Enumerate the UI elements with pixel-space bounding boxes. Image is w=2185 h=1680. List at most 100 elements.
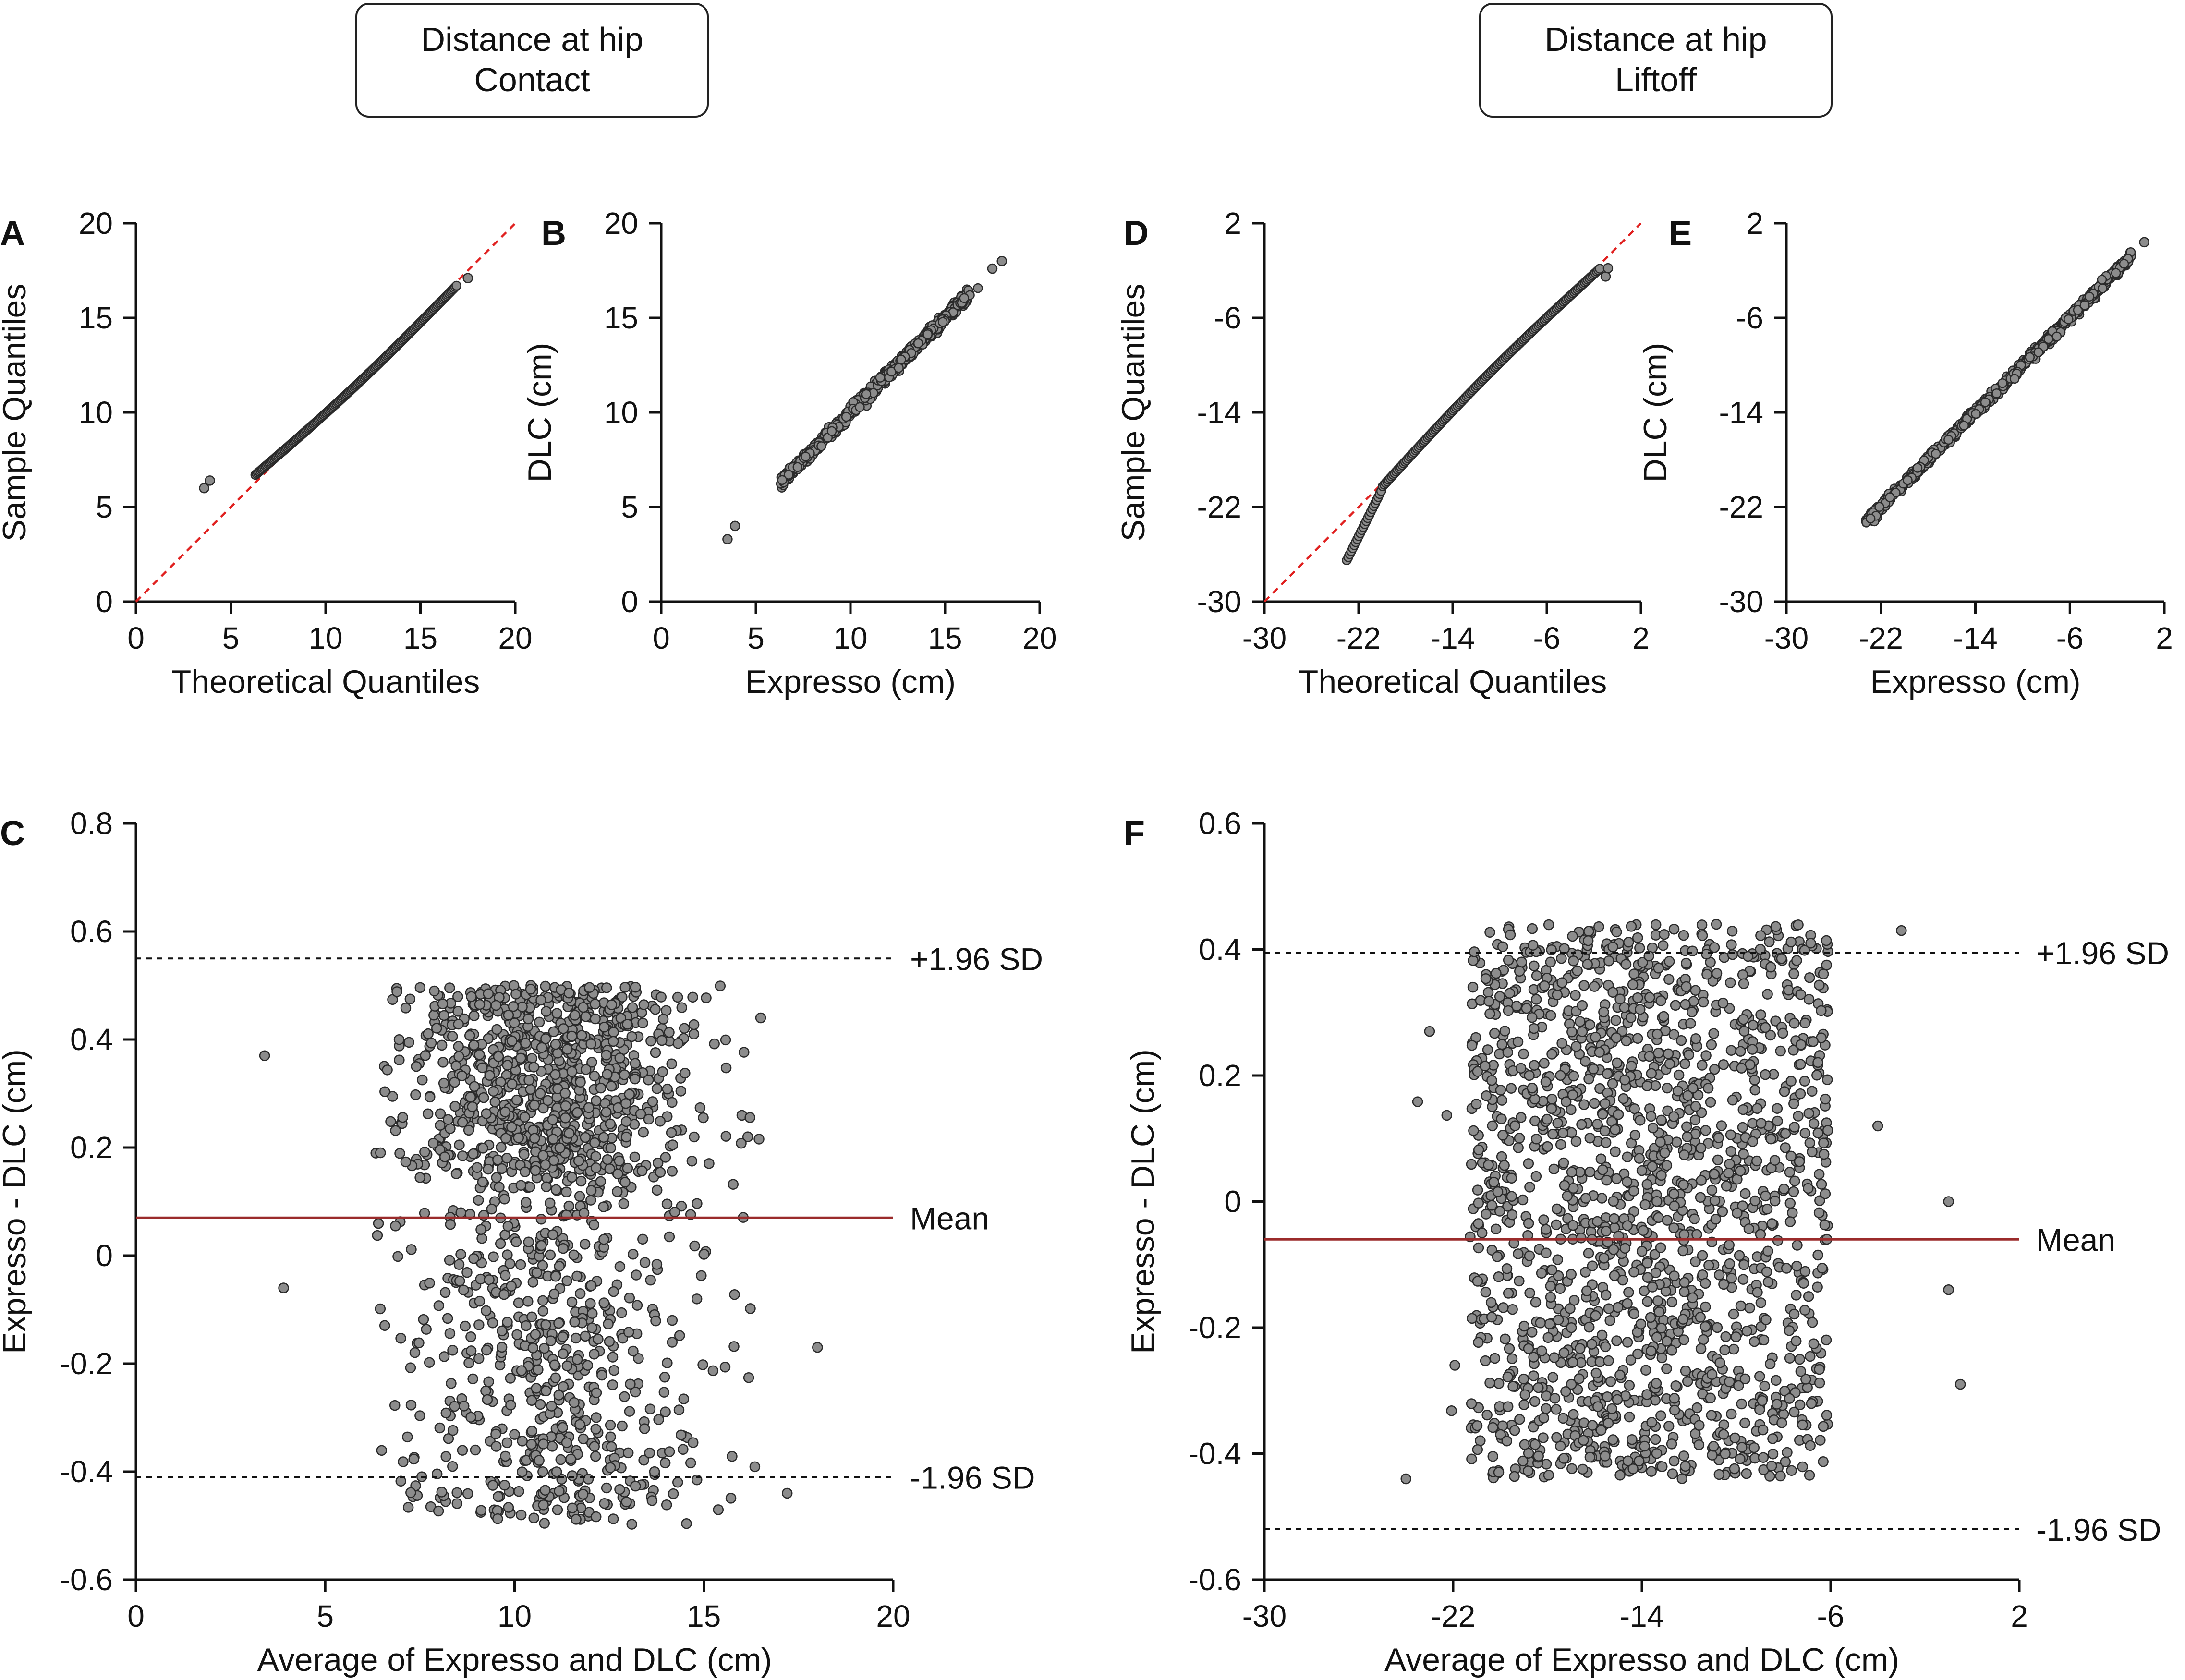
data-point (590, 1450, 601, 1462)
data-point (1499, 1160, 1510, 1171)
data-point (1803, 1183, 1814, 1194)
data-point (2025, 352, 2035, 363)
data-point (1819, 1219, 1831, 1231)
data-point (1541, 1247, 1552, 1258)
data-point (452, 1006, 463, 1017)
data-point (400, 1003, 412, 1014)
data-point (562, 1044, 573, 1055)
y-axis-label: Sample Quantiles (1115, 284, 1152, 542)
data-point (402, 1502, 414, 1513)
data-point (590, 1424, 601, 1435)
data-point (527, 1342, 539, 1354)
data-point (588, 1219, 600, 1231)
data-point (499, 1479, 510, 1491)
data-point (1612, 1394, 1623, 1405)
data-point (1505, 929, 1516, 941)
data-point (626, 1519, 637, 1530)
data-point (1703, 1260, 1714, 1271)
data-point (675, 1086, 687, 1097)
data-point (1567, 1220, 1578, 1231)
data-point (1666, 1438, 1677, 1450)
data-point (704, 1158, 715, 1169)
data-point (1473, 1144, 1484, 1156)
data-point (457, 1150, 468, 1161)
data-point (1546, 1103, 1557, 1114)
data-point (558, 1023, 569, 1034)
data-point (574, 1419, 585, 1430)
data-point (1659, 1147, 1670, 1159)
data-point (1536, 1345, 1547, 1356)
data-point (1595, 1153, 1607, 1164)
data-point (1812, 1127, 1824, 1139)
data-point (1538, 1214, 1549, 1225)
data-point (1514, 1133, 1525, 1144)
data-point (1611, 1173, 1622, 1184)
data-point (513, 1297, 524, 1308)
panel-label: D (1124, 214, 1149, 253)
data-point (1797, 1461, 1808, 1473)
data-point (1727, 949, 1738, 960)
data-point (1530, 1297, 1542, 1308)
data-point (1489, 1353, 1501, 1364)
data-point (1566, 1166, 1578, 1178)
data-point (1758, 1452, 1769, 1463)
data-point (661, 1198, 673, 1209)
data-point (1570, 1136, 1582, 1147)
data-point (1513, 1248, 1524, 1259)
y-tick-label: -0.4 (60, 1454, 113, 1489)
data-point (468, 1039, 480, 1051)
data-point (1667, 1468, 1678, 1479)
data-point (379, 1320, 390, 1331)
data-point (691, 1293, 703, 1305)
data-point (1959, 421, 1969, 431)
data-point (1600, 1290, 1612, 1301)
data-point (1663, 1421, 1675, 1432)
data-point (557, 1331, 569, 1342)
y-tick-label: 0 (96, 1238, 113, 1273)
data-point (1772, 1103, 1783, 1114)
data-point (259, 1050, 270, 1061)
data-point (405, 1487, 416, 1498)
data-point (447, 1031, 458, 1042)
data-point (1943, 435, 1954, 445)
data-point (1646, 1466, 1657, 1477)
data-point (1784, 1197, 1796, 1209)
data-point (589, 1441, 600, 1452)
data-point (781, 1487, 793, 1499)
data-point (1490, 1223, 1502, 1234)
data-point (1545, 1292, 1556, 1303)
data-point (620, 1116, 632, 1127)
data-point (1666, 1296, 1677, 1308)
data-point (607, 1513, 619, 1524)
data-point (463, 1357, 474, 1368)
data-point (424, 1091, 436, 1103)
data-point (605, 1431, 616, 1443)
data-point (1655, 1242, 1666, 1253)
data-point (1765, 961, 1776, 973)
data-point (546, 1401, 557, 1412)
data-point (651, 1083, 663, 1094)
data-point (1690, 1101, 1701, 1112)
data-point (1673, 1069, 1685, 1081)
data-point (841, 411, 851, 422)
data-point (687, 1437, 699, 1448)
data-point (391, 986, 402, 997)
header-liftoff: Distance at hip Liftoff (1479, 3, 1833, 118)
data-point (1706, 1184, 1718, 1196)
y-axis-label: DLC (cm) (1637, 343, 1674, 483)
data-point (606, 999, 618, 1010)
data-point (1588, 1064, 1599, 1075)
data-point (1670, 1380, 1681, 1391)
data-point (1487, 1422, 1498, 1433)
y-tick-label: -0.6 (1189, 1562, 1241, 1597)
data-point (1725, 1045, 1737, 1056)
data-point (477, 1062, 488, 1074)
data-point (2097, 275, 2107, 285)
data-point (403, 1037, 414, 1048)
data-point (529, 1100, 540, 1111)
data-point (1770, 921, 1782, 932)
data-point (1650, 919, 1662, 931)
data-point (801, 451, 811, 462)
data-point (547, 1229, 558, 1240)
data-point (1724, 1258, 1736, 1269)
